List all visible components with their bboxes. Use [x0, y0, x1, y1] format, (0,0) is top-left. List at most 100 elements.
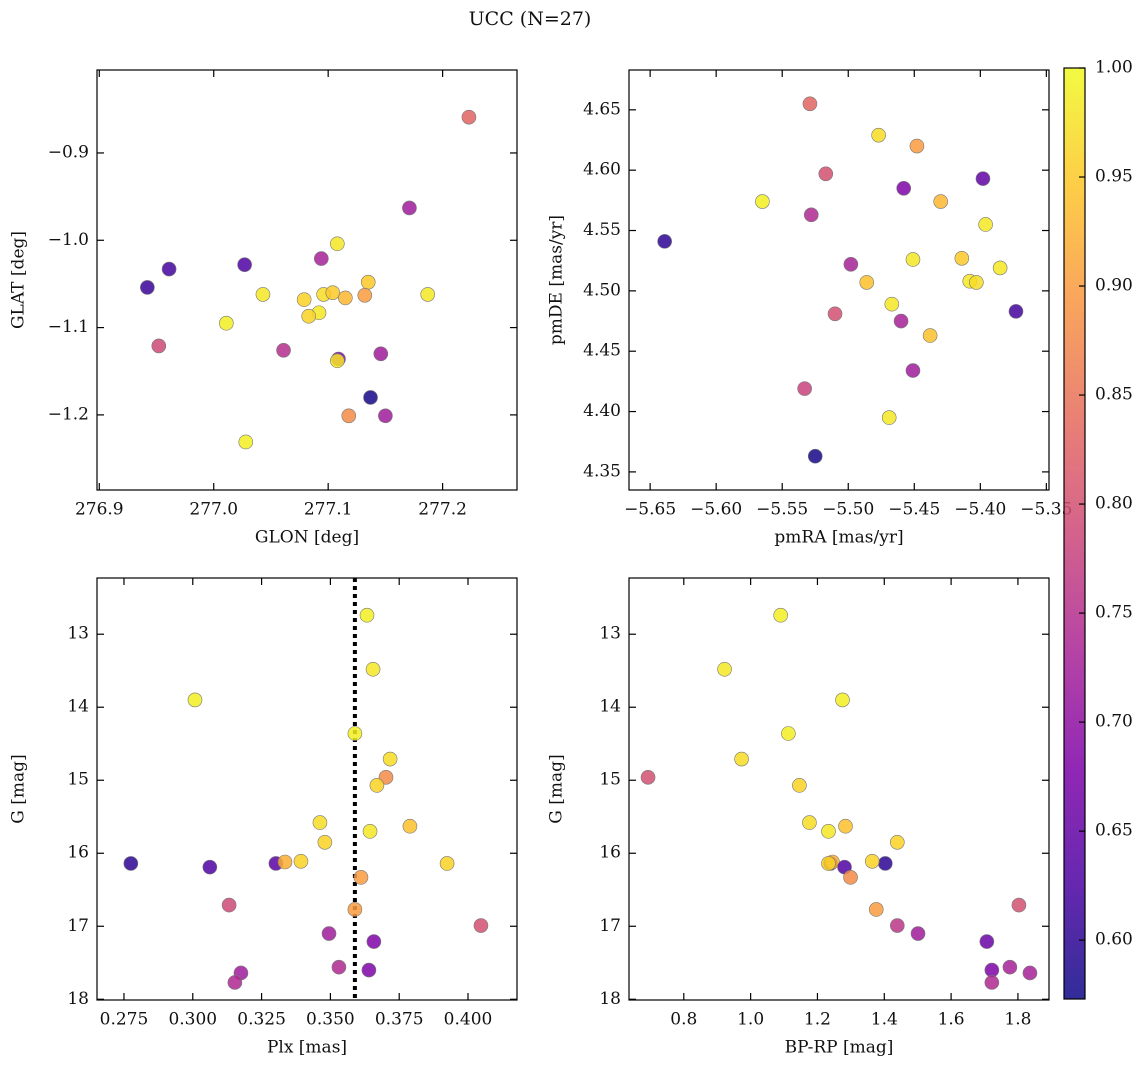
y-tick-label: 14: [67, 697, 89, 717]
y-tick-label: −1.2: [48, 404, 89, 424]
point: [276, 342, 291, 358]
point: [314, 251, 329, 266]
point: [797, 381, 812, 396]
x-tick-label: 277.0: [189, 500, 238, 520]
point: [420, 287, 436, 302]
x-axis-label: BP-RP [mag]: [785, 1038, 894, 1058]
point: [890, 918, 905, 933]
x-tick-label: 277.1: [304, 500, 353, 520]
x-axis-label: pmRA [mas/yr]: [774, 528, 903, 548]
point: [871, 127, 886, 143]
axes-frame: [96, 69, 518, 491]
point: [219, 315, 234, 331]
colorbar-tick-label: 0.90: [1095, 276, 1133, 296]
point: [734, 751, 749, 767]
x-tick-label: −5.50: [822, 500, 874, 520]
point: [984, 962, 1000, 978]
point: [933, 194, 948, 209]
colorbar-tick-label: 1.00: [1095, 58, 1133, 78]
point: [237, 257, 252, 273]
y-axis-label: G [mag]: [547, 754, 567, 823]
y-tick-label: 18: [599, 989, 621, 1009]
x-tick-label: 0.275: [100, 1010, 149, 1030]
point: [277, 854, 293, 870]
point: [369, 778, 385, 793]
point: [835, 692, 850, 708]
point: [818, 166, 834, 182]
y-tick-label: 13: [599, 624, 621, 644]
point: [255, 287, 271, 302]
point: [1022, 965, 1038, 981]
point: [330, 353, 345, 369]
colorbar-tick-label: 0.80: [1095, 494, 1133, 514]
point: [979, 934, 995, 949]
colorbar-tick-label: 0.65: [1095, 821, 1133, 841]
x-tick-label: −5.55: [756, 500, 808, 520]
point: [792, 778, 807, 793]
x-tick-label: 0.325: [237, 1010, 286, 1030]
y-tick-label: −1.0: [48, 230, 89, 250]
point: [402, 818, 418, 834]
x-axis-label: GLON [deg]: [255, 528, 359, 548]
x-tick-label: 0.8: [670, 1010, 697, 1030]
y-tick-label: 4.45: [583, 341, 621, 361]
point: [1008, 304, 1024, 319]
y-tick-label: 16: [599, 843, 621, 863]
x-tick-label: 1.6: [938, 1010, 965, 1030]
point: [301, 308, 317, 324]
point: [338, 290, 353, 306]
axes-frame: [628, 69, 1050, 491]
y-tick-label: 4.40: [583, 401, 621, 421]
point: [905, 252, 921, 267]
point: [317, 834, 333, 850]
point: [909, 138, 925, 154]
colorbar-tick-label: 0.70: [1095, 712, 1133, 732]
y-tick-label: 15: [599, 770, 621, 790]
point: [347, 726, 363, 741]
x-tick-label: 1.8: [1004, 1010, 1031, 1030]
y-tick-label: 4.55: [583, 220, 621, 240]
point: [773, 607, 788, 623]
colorbar-tick-label: 0.95: [1095, 167, 1133, 187]
y-tick-label: 16: [67, 843, 89, 863]
point: [843, 870, 858, 885]
y-tick-label: 4.35: [583, 461, 621, 481]
y-axis-label: pmDE [mas/yr]: [547, 215, 567, 345]
point: [312, 815, 328, 830]
point: [821, 856, 836, 871]
point: [359, 607, 375, 623]
point: [640, 770, 656, 785]
point: [473, 918, 489, 933]
point: [843, 257, 859, 272]
point: [227, 975, 243, 990]
point: [238, 434, 254, 450]
point: [821, 824, 836, 839]
y-tick-label: 18: [67, 989, 89, 1009]
point: [881, 410, 897, 425]
point: [402, 200, 417, 216]
x-tick-label: 0.350: [306, 1010, 355, 1030]
y-tick-label: 17: [67, 916, 89, 936]
point: [293, 853, 309, 869]
y-tick-label: 4.65: [583, 99, 621, 119]
x-tick-label: 276.9: [75, 500, 124, 520]
point: [868, 902, 884, 917]
point: [657, 234, 672, 249]
x-tick-label: −5.60: [690, 500, 742, 520]
point: [439, 856, 455, 871]
point: [992, 260, 1008, 276]
point: [363, 390, 378, 405]
point: [954, 250, 970, 266]
point: [838, 818, 853, 834]
point: [1011, 897, 1027, 913]
point: [978, 217, 993, 232]
y-tick-label: 4.60: [583, 160, 621, 180]
x-tick-label: 1.4: [871, 1010, 898, 1030]
point: [781, 726, 796, 741]
point: [803, 207, 819, 223]
point: [922, 328, 938, 343]
point: [321, 926, 337, 941]
figure-title: UCC (N=27): [469, 8, 592, 30]
y-tick-label: 15: [67, 770, 89, 790]
